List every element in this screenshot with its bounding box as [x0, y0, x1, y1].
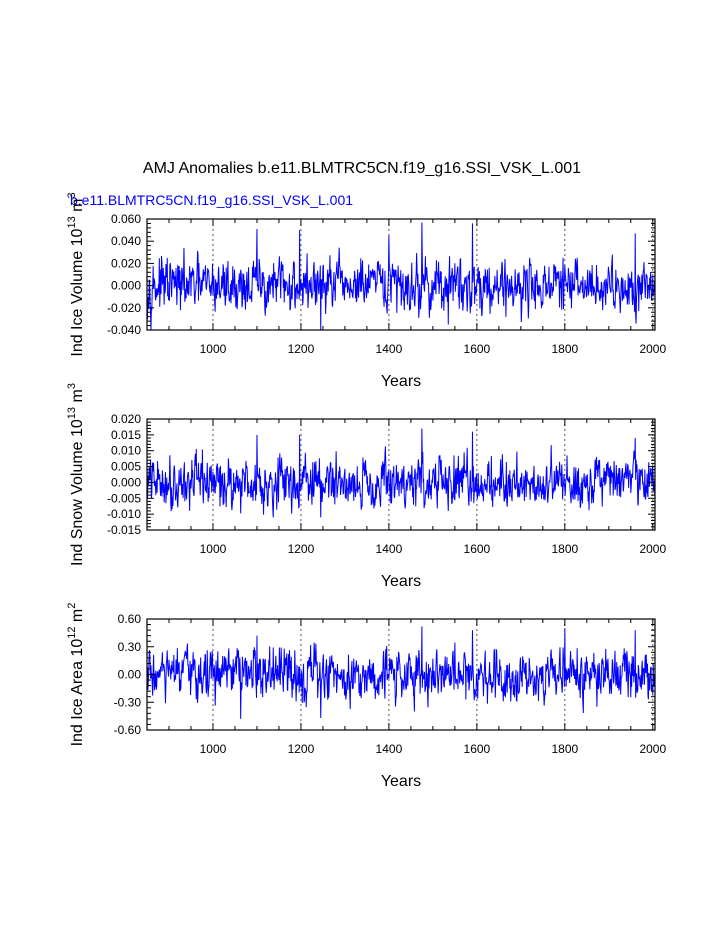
y-tick-label: 0.005 [111, 460, 141, 474]
x-axis-label: Years [381, 573, 421, 590]
y-axis-label: Ind Ice Volume 1013 m3 [66, 192, 86, 356]
x-tick-label: 1600 [464, 742, 491, 756]
chart-panel-3: 1000 1200 1400 1600 1800 2000 -0.60 -0.30 0.00 0.… [66, 603, 666, 790]
y-tick-label: 0.060 [111, 212, 141, 226]
plot-frame [146, 418, 656, 531]
x-tick-label: 1600 [464, 342, 491, 356]
x-tick-label: 1400 [376, 742, 403, 756]
y-tick-label: 0.000 [111, 279, 141, 293]
y-tick-label: -0.020 [107, 301, 141, 315]
chart-panel-2: 1000 1200 1400 1600 1800 2000 -0.015 -0.010 -0.0… [66, 383, 666, 590]
x-tick-label: 1200 [288, 542, 315, 556]
series-line [146, 222, 656, 331]
x-tick-label: 2000 [639, 542, 666, 556]
panels: 1000 1200 1400 1600 1800 2000 -0.040 -0.020 0.00… [66, 192, 666, 790]
y-tick-label: -0.010 [107, 507, 141, 521]
y-tick-label: 0.00 [118, 668, 142, 682]
plot-frame [146, 218, 656, 331]
y-tick-label: -0.015 [107, 523, 141, 537]
x-tick-label: 2000 [639, 742, 666, 756]
x-axis-label: Years [381, 773, 421, 790]
y-tick-label: 0.60 [118, 612, 142, 626]
y-tick-label: -0.005 [107, 491, 141, 505]
x-tick-label: 1000 [200, 342, 227, 356]
case-label: b.e11.BLMTRC5CN.f19_g16.SSI_VSK_L.001 [70, 192, 353, 208]
x-tick-label: 1600 [464, 542, 491, 556]
y-tick-label: 0.010 [111, 444, 141, 458]
x-tick-label: 1200 [288, 342, 315, 356]
figure-title: AMJ Anomalies b.e11.BLMTRC5CN.f19_g16.SS… [143, 160, 581, 177]
y-tick-label: -0.30 [114, 695, 142, 709]
y-tick-label: 0.020 [111, 412, 141, 426]
x-tick-label: 1800 [551, 742, 578, 756]
series-line [146, 428, 656, 518]
y-axis-label: Ind Snow Volume 1013 m3 [66, 383, 86, 566]
y-tick-label: 0.015 [111, 428, 141, 442]
chart-panel-1: 1000 1200 1400 1600 1800 2000 -0.040 -0.020 0.00… [66, 192, 666, 390]
x-tick-label: 1800 [551, 542, 578, 556]
x-axis-label: Years [381, 373, 421, 390]
y-tick-label: 0.000 [111, 475, 141, 489]
x-tick-label: 1800 [551, 342, 578, 356]
y-tick-label: 0.040 [111, 234, 141, 248]
x-tick-label: 1400 [376, 342, 403, 356]
y-axis-label: Ind Ice Area 1012 m2 [66, 603, 86, 747]
x-tick-label: 2000 [639, 342, 666, 356]
y-tick-label: 0.30 [118, 640, 142, 654]
x-tick-label: 1200 [288, 742, 315, 756]
y-tick-label: -0.60 [114, 723, 142, 737]
x-tick-label: 1000 [200, 542, 227, 556]
x-tick-label: 1000 [200, 742, 227, 756]
y-tick-label: 0.020 [111, 256, 141, 270]
plot-frame [146, 618, 656, 731]
x-tick-label: 1400 [376, 542, 403, 556]
y-tick-label: -0.040 [107, 323, 141, 337]
series-line [146, 626, 656, 719]
